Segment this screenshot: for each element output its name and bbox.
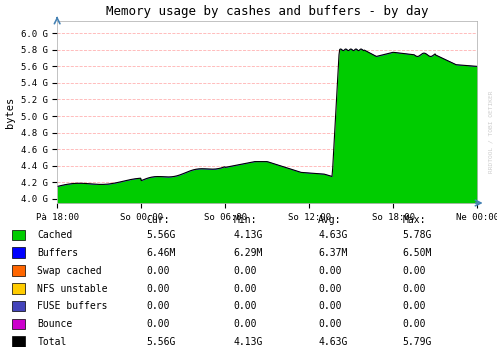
Text: 0.00: 0.00	[147, 266, 170, 276]
Text: 6.50M: 6.50M	[403, 248, 432, 258]
Bar	[12, 336, 25, 347]
Text: 4.63G: 4.63G	[318, 337, 347, 347]
Text: 0.00: 0.00	[234, 266, 257, 276]
Text: RRDTOOL / TOBI OETIKER: RRDTOOL / TOBI OETIKER	[489, 91, 494, 173]
Text: 0.00: 0.00	[234, 319, 257, 329]
Text: 4.13G: 4.13G	[234, 337, 263, 347]
Bar	[12, 247, 25, 258]
Text: 0.00: 0.00	[147, 283, 170, 294]
Text: 6.37M: 6.37M	[318, 248, 347, 258]
Text: Bounce: Bounce	[37, 319, 73, 329]
Text: 4.63G: 4.63G	[318, 230, 347, 240]
Bar	[12, 265, 25, 276]
Text: Avg:: Avg:	[318, 215, 341, 225]
Bar	[12, 230, 25, 240]
Text: 0.00: 0.00	[318, 302, 341, 312]
Title: Memory usage by cashes and buffers - by day: Memory usage by cashes and buffers - by …	[106, 5, 428, 18]
Text: 0.00: 0.00	[318, 266, 341, 276]
Text: 0.00: 0.00	[318, 283, 341, 294]
Text: Max:: Max:	[403, 215, 426, 225]
Text: 0.00: 0.00	[234, 283, 257, 294]
Text: 0.00: 0.00	[403, 302, 426, 312]
Text: 5.56G: 5.56G	[147, 337, 176, 347]
Text: 0.00: 0.00	[234, 302, 257, 312]
Text: NFS unstable: NFS unstable	[37, 283, 108, 294]
Text: 0.00: 0.00	[403, 266, 426, 276]
Text: 5.79G: 5.79G	[403, 337, 432, 347]
Y-axis label: bytes: bytes	[5, 96, 15, 128]
Text: Min:: Min:	[234, 215, 257, 225]
Text: 0.00: 0.00	[403, 283, 426, 294]
Text: 5.78G: 5.78G	[403, 230, 432, 240]
Bar	[12, 319, 25, 329]
Text: 6.29M: 6.29M	[234, 248, 263, 258]
Text: Swap cached: Swap cached	[37, 266, 102, 276]
Text: FUSE buffers: FUSE buffers	[37, 302, 108, 312]
Text: Total: Total	[37, 337, 67, 347]
Bar	[12, 301, 25, 312]
Text: Buffers: Buffers	[37, 248, 79, 258]
Text: 6.46M: 6.46M	[147, 248, 176, 258]
Text: 0.00: 0.00	[147, 319, 170, 329]
Text: Cached: Cached	[37, 230, 73, 240]
Text: 4.13G: 4.13G	[234, 230, 263, 240]
Text: 5.56G: 5.56G	[147, 230, 176, 240]
Bar	[12, 283, 25, 294]
Text: 0.00: 0.00	[318, 319, 341, 329]
Text: 0.00: 0.00	[147, 302, 170, 312]
Text: 0.00: 0.00	[403, 319, 426, 329]
Text: Cur:: Cur:	[147, 215, 170, 225]
